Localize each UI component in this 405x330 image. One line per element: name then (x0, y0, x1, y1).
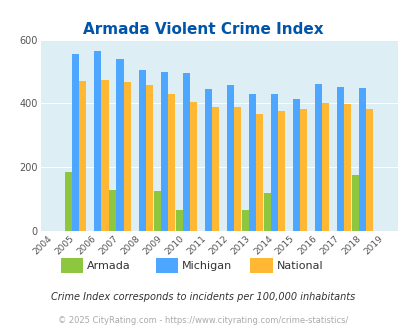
Bar (116, 59, 123, 231)
Text: National: National (276, 261, 323, 271)
Bar (204, 89, 211, 231)
Bar (248, 94, 255, 231)
Bar (138, 70, 145, 231)
Bar (277, 111, 284, 231)
Text: Armada: Armada (87, 261, 131, 271)
Bar (123, 82, 130, 231)
Bar (314, 84, 321, 231)
Bar (145, 85, 152, 231)
Bar (336, 87, 343, 231)
Bar (270, 94, 277, 231)
Bar (101, 80, 108, 231)
Bar (189, 102, 196, 231)
Bar (153, 191, 160, 231)
Bar (233, 107, 240, 231)
Text: © 2025 CityRating.com - https://www.cityrating.com/crime-statistics/: © 2025 CityRating.com - https://www.city… (58, 315, 347, 325)
Bar (241, 210, 248, 231)
Bar (167, 94, 174, 231)
Bar (94, 51, 101, 231)
Bar (65, 172, 72, 231)
Bar (160, 72, 167, 231)
Bar (255, 114, 262, 231)
Bar (358, 88, 365, 231)
Bar (365, 109, 372, 231)
Bar (79, 81, 86, 231)
Bar (292, 99, 299, 231)
Bar (175, 210, 182, 231)
Bar (226, 85, 233, 231)
Bar (182, 73, 189, 231)
Bar (343, 104, 350, 231)
Bar (72, 54, 79, 231)
Text: Michigan: Michigan (181, 261, 232, 271)
Bar (299, 109, 306, 231)
Text: Armada Violent Crime Index: Armada Violent Crime Index (83, 22, 322, 37)
Text: Crime Index corresponds to incidents per 100,000 inhabitants: Crime Index corresponds to incidents per… (51, 292, 354, 302)
Bar (211, 107, 218, 231)
Bar (263, 193, 270, 231)
Bar (351, 175, 358, 231)
Bar (109, 189, 116, 231)
Bar (321, 103, 328, 231)
